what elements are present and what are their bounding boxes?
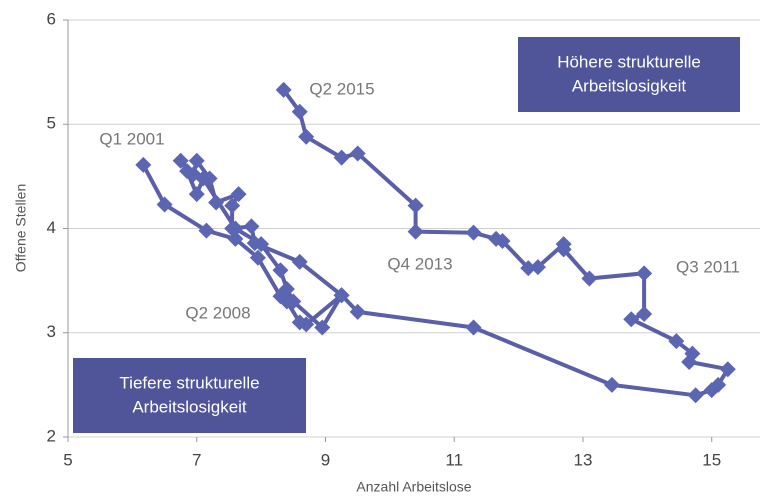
marker xyxy=(555,236,572,253)
marker xyxy=(227,220,244,237)
marker xyxy=(291,253,308,270)
marker xyxy=(333,287,350,304)
marker xyxy=(581,270,598,287)
text-box xyxy=(518,37,740,112)
y-tick-label: 3 xyxy=(47,322,56,341)
marker xyxy=(298,128,315,145)
marker xyxy=(253,236,270,253)
marker xyxy=(349,303,366,320)
marker xyxy=(684,345,701,362)
marker xyxy=(188,186,205,203)
marker xyxy=(668,333,685,350)
marker xyxy=(687,387,704,404)
marker xyxy=(407,223,424,240)
marker xyxy=(135,156,152,173)
marker xyxy=(710,376,727,393)
marker xyxy=(603,376,620,393)
marker xyxy=(520,260,537,277)
marker xyxy=(198,222,215,239)
marker xyxy=(349,145,366,162)
marker xyxy=(623,311,640,328)
marker xyxy=(636,305,653,322)
annotation: Q2 2008 xyxy=(185,303,250,322)
marker xyxy=(285,293,302,310)
series-line xyxy=(141,88,730,398)
marker xyxy=(636,265,653,282)
y-axis-label: Offene Stellen xyxy=(13,184,29,272)
box-text: Tiefere strukturelle xyxy=(119,373,259,392)
annotation: Q4 2013 xyxy=(387,254,452,273)
annotation: Q2 2015 xyxy=(309,79,374,98)
x-axis-label: Anzahl Arbeitslose xyxy=(356,479,471,495)
marker xyxy=(465,224,482,241)
y-tick-label: 4 xyxy=(47,218,56,237)
marker xyxy=(208,194,225,211)
x-tick-label: 5 xyxy=(63,450,72,469)
x-tick-label: 9 xyxy=(321,450,330,469)
marker xyxy=(249,249,266,266)
y-tick-label: 5 xyxy=(47,114,56,133)
marker xyxy=(275,81,292,98)
annotation: Q3 2011 xyxy=(676,257,740,276)
marker xyxy=(465,319,482,336)
box-text: Arbeitslosigkeit xyxy=(132,397,247,416)
marker xyxy=(719,361,736,378)
marker xyxy=(291,103,308,120)
marker xyxy=(407,197,424,214)
marker xyxy=(278,280,295,297)
marker xyxy=(172,152,189,169)
y-tick-label: 2 xyxy=(47,426,56,445)
box-text: Arbeitslosigkeit xyxy=(572,76,687,95)
annotation: Q1 2001 xyxy=(99,129,164,148)
marker xyxy=(230,186,247,203)
y-tick-label: 6 xyxy=(47,9,56,28)
marker xyxy=(224,197,241,214)
marker xyxy=(333,149,350,166)
marker xyxy=(488,230,505,247)
marker xyxy=(188,152,205,169)
marker xyxy=(529,259,546,276)
x-tick-label: 7 xyxy=(192,450,201,469)
x-tick-label: 15 xyxy=(702,450,721,469)
marker xyxy=(156,196,173,213)
marker xyxy=(272,262,289,279)
box-text: Höhere strukturelle xyxy=(557,52,701,71)
marker xyxy=(195,170,212,187)
marker xyxy=(298,316,315,333)
x-tick-label: 13 xyxy=(574,450,593,469)
marker xyxy=(179,163,196,180)
text-box xyxy=(73,358,306,433)
x-tick-label: 11 xyxy=(445,450,463,469)
marker xyxy=(314,319,331,336)
marker xyxy=(243,218,260,235)
